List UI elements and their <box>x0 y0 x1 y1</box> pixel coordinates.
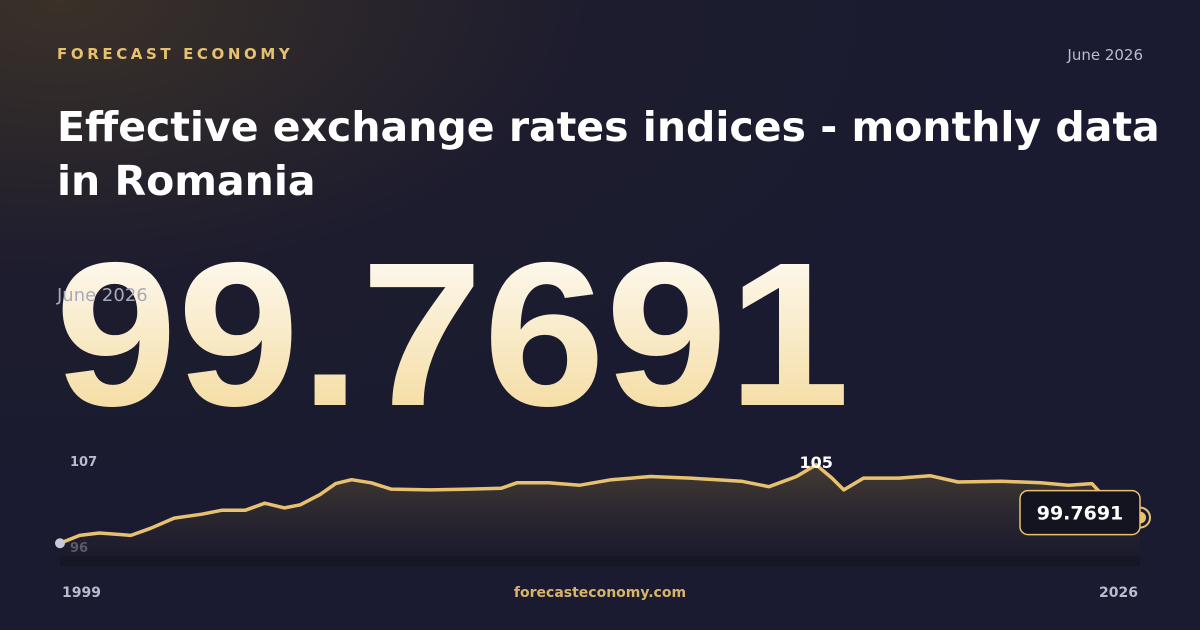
title-line: in Romania <box>57 157 316 205</box>
value-label-box <box>1019 489 1141 536</box>
line <box>59 463 1141 545</box>
headline-value: 99.7691 <box>55 220 850 449</box>
chart: 961071999202610599.7691 <box>55 453 1151 601</box>
date: June 2026 <box>1066 46 1143 64</box>
headline-date: June 2026 <box>56 285 148 306</box>
y-tick-label: 107 <box>70 455 97 470</box>
x-tick-label: 1999 <box>62 585 101 601</box>
x-tick-label: 2026 <box>1099 585 1138 601</box>
area <box>60 464 1140 555</box>
brand: FORECAST ECONOMY <box>57 45 293 63</box>
chart-baseline <box>60 556 1140 566</box>
value-label: 99.7691 <box>1037 503 1124 525</box>
peak-label: 105 <box>800 453 833 472</box>
footer: forecasteconomy.com <box>514 585 686 601</box>
start-point <box>55 538 65 549</box>
title-line: Effective exchange rates indices - month… <box>57 103 1160 151</box>
